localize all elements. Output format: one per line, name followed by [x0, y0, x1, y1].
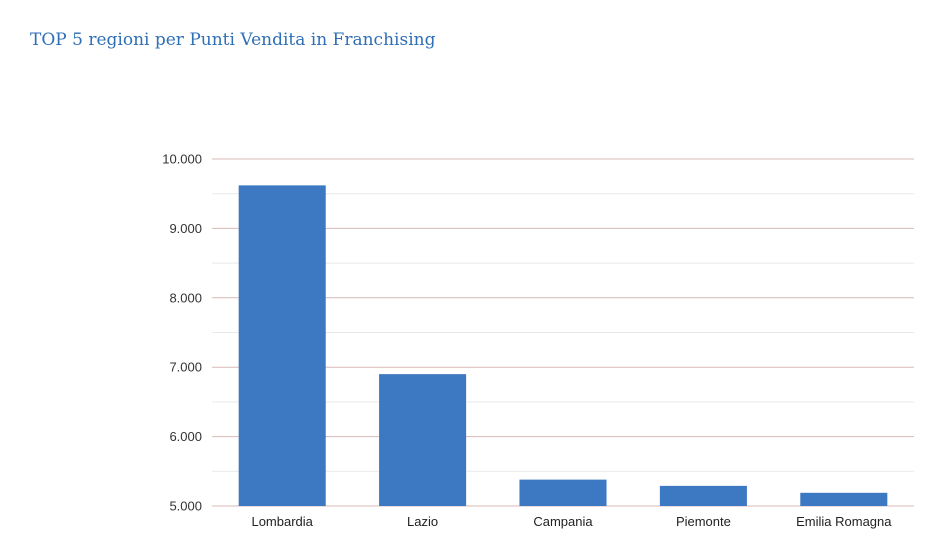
y-tick-label: 8.000	[169, 290, 202, 305]
chart-title: TOP 5 regioni per Punti Vendita in Franc…	[30, 30, 436, 50]
y-tick-label: 7.000	[169, 360, 202, 375]
y-tick-label: 10.000	[162, 152, 202, 167]
y-tick-label: 6.000	[169, 429, 202, 444]
bars	[238, 185, 888, 506]
bar-campania	[519, 479, 607, 506]
bar-lazio	[379, 374, 467, 506]
y-tick-label: 9.000	[169, 221, 202, 236]
gridlines	[212, 158, 914, 507]
y-tick-label: 5.000	[169, 499, 202, 514]
x-category-label: Emilia Romagna	[796, 514, 892, 529]
bar-piemonte	[659, 485, 747, 506]
x-category-label: Lombardia	[251, 514, 313, 529]
bar-emilia-romagna	[800, 492, 888, 506]
y-axis-tick-labels: 5.000 6.000 7.000 8.000 9.000 10.000	[162, 152, 202, 514]
x-category-label: Campania	[533, 514, 593, 529]
x-category-label: Lazio	[407, 514, 438, 529]
bar-lombardia	[238, 185, 326, 506]
x-category-label: Piemonte	[676, 514, 731, 529]
x-axis-category-labels: Lombardia Lazio Campania Piemonte Emilia Rom…	[251, 514, 892, 529]
